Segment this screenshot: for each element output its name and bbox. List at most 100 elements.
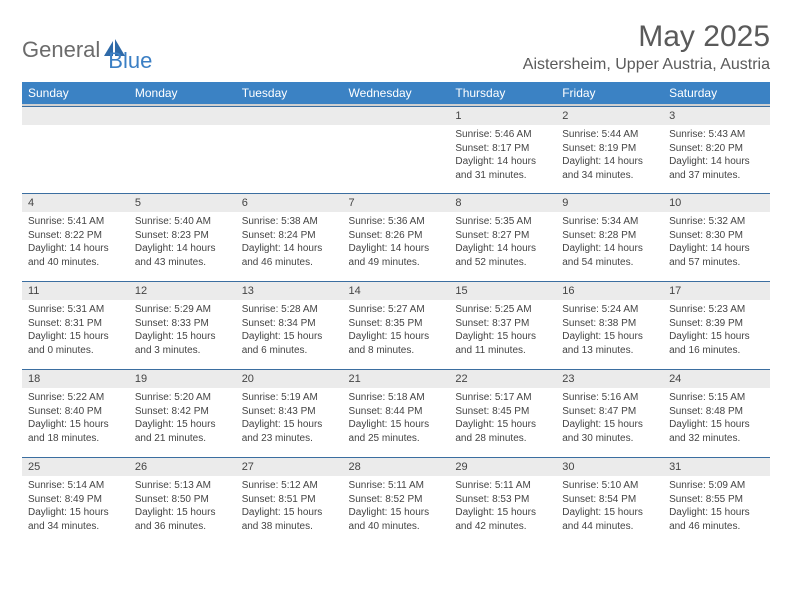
title-block: May 2025 Aistersheim, Upper Austria, Aus…	[523, 20, 770, 74]
day-details: Sunrise: 5:09 AMSunset: 8:55 PMDaylight:…	[663, 476, 770, 537]
day-number: 26	[129, 457, 236, 476]
day-number: 19	[129, 369, 236, 388]
day-details: Sunrise: 5:16 AMSunset: 8:47 PMDaylight:…	[556, 388, 663, 449]
day-header-thursday: Thursday	[449, 82, 556, 105]
calendar-cell	[129, 105, 236, 193]
calendar-cell: 24Sunrise: 5:15 AMSunset: 8:48 PMDayligh…	[663, 369, 770, 457]
day-number: 25	[22, 457, 129, 476]
logo: General Blue	[22, 26, 152, 74]
day-details: Sunrise: 5:32 AMSunset: 8:30 PMDaylight:…	[663, 212, 770, 273]
day-number: 13	[236, 281, 343, 300]
day-details: Sunrise: 5:28 AMSunset: 8:34 PMDaylight:…	[236, 300, 343, 361]
day-number: 6	[236, 193, 343, 212]
day-number: 31	[663, 457, 770, 476]
calendar-cell: 14Sunrise: 5:27 AMSunset: 8:35 PMDayligh…	[343, 281, 450, 369]
day-number: 18	[22, 369, 129, 388]
calendar-week-row: 18Sunrise: 5:22 AMSunset: 8:40 PMDayligh…	[22, 369, 770, 457]
calendar-cell: 17Sunrise: 5:23 AMSunset: 8:39 PMDayligh…	[663, 281, 770, 369]
calendar-week-row: 25Sunrise: 5:14 AMSunset: 8:49 PMDayligh…	[22, 457, 770, 545]
calendar-cell: 26Sunrise: 5:13 AMSunset: 8:50 PMDayligh…	[129, 457, 236, 545]
day-number: 21	[343, 369, 450, 388]
calendar-cell: 2Sunrise: 5:44 AMSunset: 8:19 PMDaylight…	[556, 105, 663, 193]
calendar-cell: 16Sunrise: 5:24 AMSunset: 8:38 PMDayligh…	[556, 281, 663, 369]
day-details: Sunrise: 5:19 AMSunset: 8:43 PMDaylight:…	[236, 388, 343, 449]
day-details	[236, 125, 343, 132]
calendar-cell: 19Sunrise: 5:20 AMSunset: 8:42 PMDayligh…	[129, 369, 236, 457]
calendar-cell: 3Sunrise: 5:43 AMSunset: 8:20 PMDaylight…	[663, 105, 770, 193]
calendar-body: 1Sunrise: 5:46 AMSunset: 8:17 PMDaylight…	[22, 105, 770, 545]
calendar-cell: 6Sunrise: 5:38 AMSunset: 8:24 PMDaylight…	[236, 193, 343, 281]
day-number: 28	[343, 457, 450, 476]
day-details: Sunrise: 5:43 AMSunset: 8:20 PMDaylight:…	[663, 125, 770, 186]
day-number	[236, 106, 343, 125]
calendar-cell	[236, 105, 343, 193]
day-details	[22, 125, 129, 132]
calendar-header-row: SundayMondayTuesdayWednesdayThursdayFrid…	[22, 82, 770, 105]
day-details: Sunrise: 5:24 AMSunset: 8:38 PMDaylight:…	[556, 300, 663, 361]
day-details: Sunrise: 5:22 AMSunset: 8:40 PMDaylight:…	[22, 388, 129, 449]
calendar-cell: 8Sunrise: 5:35 AMSunset: 8:27 PMDaylight…	[449, 193, 556, 281]
month-title: May 2025	[523, 20, 770, 54]
logo-text-general: General	[22, 37, 100, 63]
day-details: Sunrise: 5:35 AMSunset: 8:27 PMDaylight:…	[449, 212, 556, 273]
day-details: Sunrise: 5:41 AMSunset: 8:22 PMDaylight:…	[22, 212, 129, 273]
day-details: Sunrise: 5:14 AMSunset: 8:49 PMDaylight:…	[22, 476, 129, 537]
calendar-table: SundayMondayTuesdayWednesdayThursdayFrid…	[22, 82, 770, 545]
day-header-tuesday: Tuesday	[236, 82, 343, 105]
calendar-cell: 10Sunrise: 5:32 AMSunset: 8:30 PMDayligh…	[663, 193, 770, 281]
calendar-cell: 9Sunrise: 5:34 AMSunset: 8:28 PMDaylight…	[556, 193, 663, 281]
day-number: 14	[343, 281, 450, 300]
day-header-saturday: Saturday	[663, 82, 770, 105]
day-details: Sunrise: 5:29 AMSunset: 8:33 PMDaylight:…	[129, 300, 236, 361]
day-details: Sunrise: 5:20 AMSunset: 8:42 PMDaylight:…	[129, 388, 236, 449]
calendar-cell: 5Sunrise: 5:40 AMSunset: 8:23 PMDaylight…	[129, 193, 236, 281]
day-number: 10	[663, 193, 770, 212]
calendar-cell: 15Sunrise: 5:25 AMSunset: 8:37 PMDayligh…	[449, 281, 556, 369]
day-number: 16	[556, 281, 663, 300]
calendar-cell: 29Sunrise: 5:11 AMSunset: 8:53 PMDayligh…	[449, 457, 556, 545]
day-details: Sunrise: 5:38 AMSunset: 8:24 PMDaylight:…	[236, 212, 343, 273]
day-details: Sunrise: 5:11 AMSunset: 8:53 PMDaylight:…	[449, 476, 556, 537]
day-details: Sunrise: 5:46 AMSunset: 8:17 PMDaylight:…	[449, 125, 556, 186]
day-number: 9	[556, 193, 663, 212]
day-details: Sunrise: 5:10 AMSunset: 8:54 PMDaylight:…	[556, 476, 663, 537]
calendar-cell	[343, 105, 450, 193]
day-number	[343, 106, 450, 125]
day-details	[343, 125, 450, 132]
calendar-cell: 13Sunrise: 5:28 AMSunset: 8:34 PMDayligh…	[236, 281, 343, 369]
calendar-cell: 4Sunrise: 5:41 AMSunset: 8:22 PMDaylight…	[22, 193, 129, 281]
day-header-friday: Friday	[556, 82, 663, 105]
calendar-week-row: 4Sunrise: 5:41 AMSunset: 8:22 PMDaylight…	[22, 193, 770, 281]
day-details: Sunrise: 5:17 AMSunset: 8:45 PMDaylight:…	[449, 388, 556, 449]
calendar-week-row: 1Sunrise: 5:46 AMSunset: 8:17 PMDaylight…	[22, 105, 770, 193]
day-details: Sunrise: 5:40 AMSunset: 8:23 PMDaylight:…	[129, 212, 236, 273]
day-number: 7	[343, 193, 450, 212]
calendar-cell: 7Sunrise: 5:36 AMSunset: 8:26 PMDaylight…	[343, 193, 450, 281]
day-number: 2	[556, 106, 663, 125]
day-number: 24	[663, 369, 770, 388]
day-details	[129, 125, 236, 132]
day-number: 4	[22, 193, 129, 212]
day-details: Sunrise: 5:34 AMSunset: 8:28 PMDaylight:…	[556, 212, 663, 273]
day-details: Sunrise: 5:13 AMSunset: 8:50 PMDaylight:…	[129, 476, 236, 537]
day-details: Sunrise: 5:12 AMSunset: 8:51 PMDaylight:…	[236, 476, 343, 537]
day-number: 12	[129, 281, 236, 300]
day-number: 17	[663, 281, 770, 300]
day-details: Sunrise: 5:44 AMSunset: 8:19 PMDaylight:…	[556, 125, 663, 186]
day-number	[22, 106, 129, 125]
day-details: Sunrise: 5:23 AMSunset: 8:39 PMDaylight:…	[663, 300, 770, 361]
day-number: 23	[556, 369, 663, 388]
day-details: Sunrise: 5:27 AMSunset: 8:35 PMDaylight:…	[343, 300, 450, 361]
day-number: 15	[449, 281, 556, 300]
day-number: 22	[449, 369, 556, 388]
day-details: Sunrise: 5:15 AMSunset: 8:48 PMDaylight:…	[663, 388, 770, 449]
calendar-page: General Blue May 2025 Aistersheim, Upper…	[0, 0, 792, 565]
calendar-cell: 31Sunrise: 5:09 AMSunset: 8:55 PMDayligh…	[663, 457, 770, 545]
day-details: Sunrise: 5:31 AMSunset: 8:31 PMDaylight:…	[22, 300, 129, 361]
calendar-cell: 22Sunrise: 5:17 AMSunset: 8:45 PMDayligh…	[449, 369, 556, 457]
logo-text-blue: Blue	[108, 48, 152, 74]
day-details: Sunrise: 5:25 AMSunset: 8:37 PMDaylight:…	[449, 300, 556, 361]
day-number: 5	[129, 193, 236, 212]
calendar-cell: 12Sunrise: 5:29 AMSunset: 8:33 PMDayligh…	[129, 281, 236, 369]
calendar-cell: 23Sunrise: 5:16 AMSunset: 8:47 PMDayligh…	[556, 369, 663, 457]
